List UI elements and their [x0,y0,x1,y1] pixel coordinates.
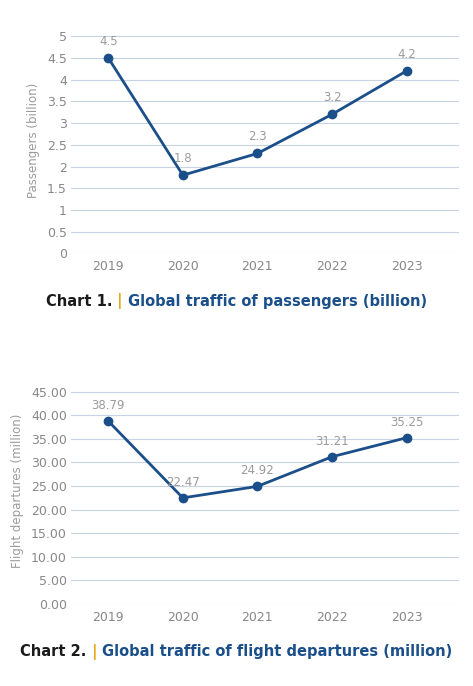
Text: 22.47: 22.47 [166,476,200,489]
Text: 38.79: 38.79 [91,399,125,412]
Y-axis label: Passengers (billion): Passengers (billion) [27,83,40,198]
Text: 35.25: 35.25 [390,416,423,429]
Y-axis label: Flight departures (million): Flight departures (million) [11,414,24,568]
Text: Global traffic of passengers (billion): Global traffic of passengers (billion) [128,294,427,309]
Text: |: | [87,643,102,660]
Text: Chart 2.: Chart 2. [20,644,87,659]
Text: 3.2: 3.2 [323,91,342,104]
Text: Chart 1.: Chart 1. [46,294,113,309]
Text: 24.92: 24.92 [241,464,274,477]
Text: 31.21: 31.21 [315,435,349,448]
Text: Global traffic of flight departures (million): Global traffic of flight departures (mil… [102,644,453,659]
Text: 4.2: 4.2 [397,48,416,61]
Text: |: | [113,294,128,309]
Text: 2.3: 2.3 [248,130,267,143]
Text: 1.8: 1.8 [174,152,192,165]
Text: 4.5: 4.5 [99,35,118,48]
